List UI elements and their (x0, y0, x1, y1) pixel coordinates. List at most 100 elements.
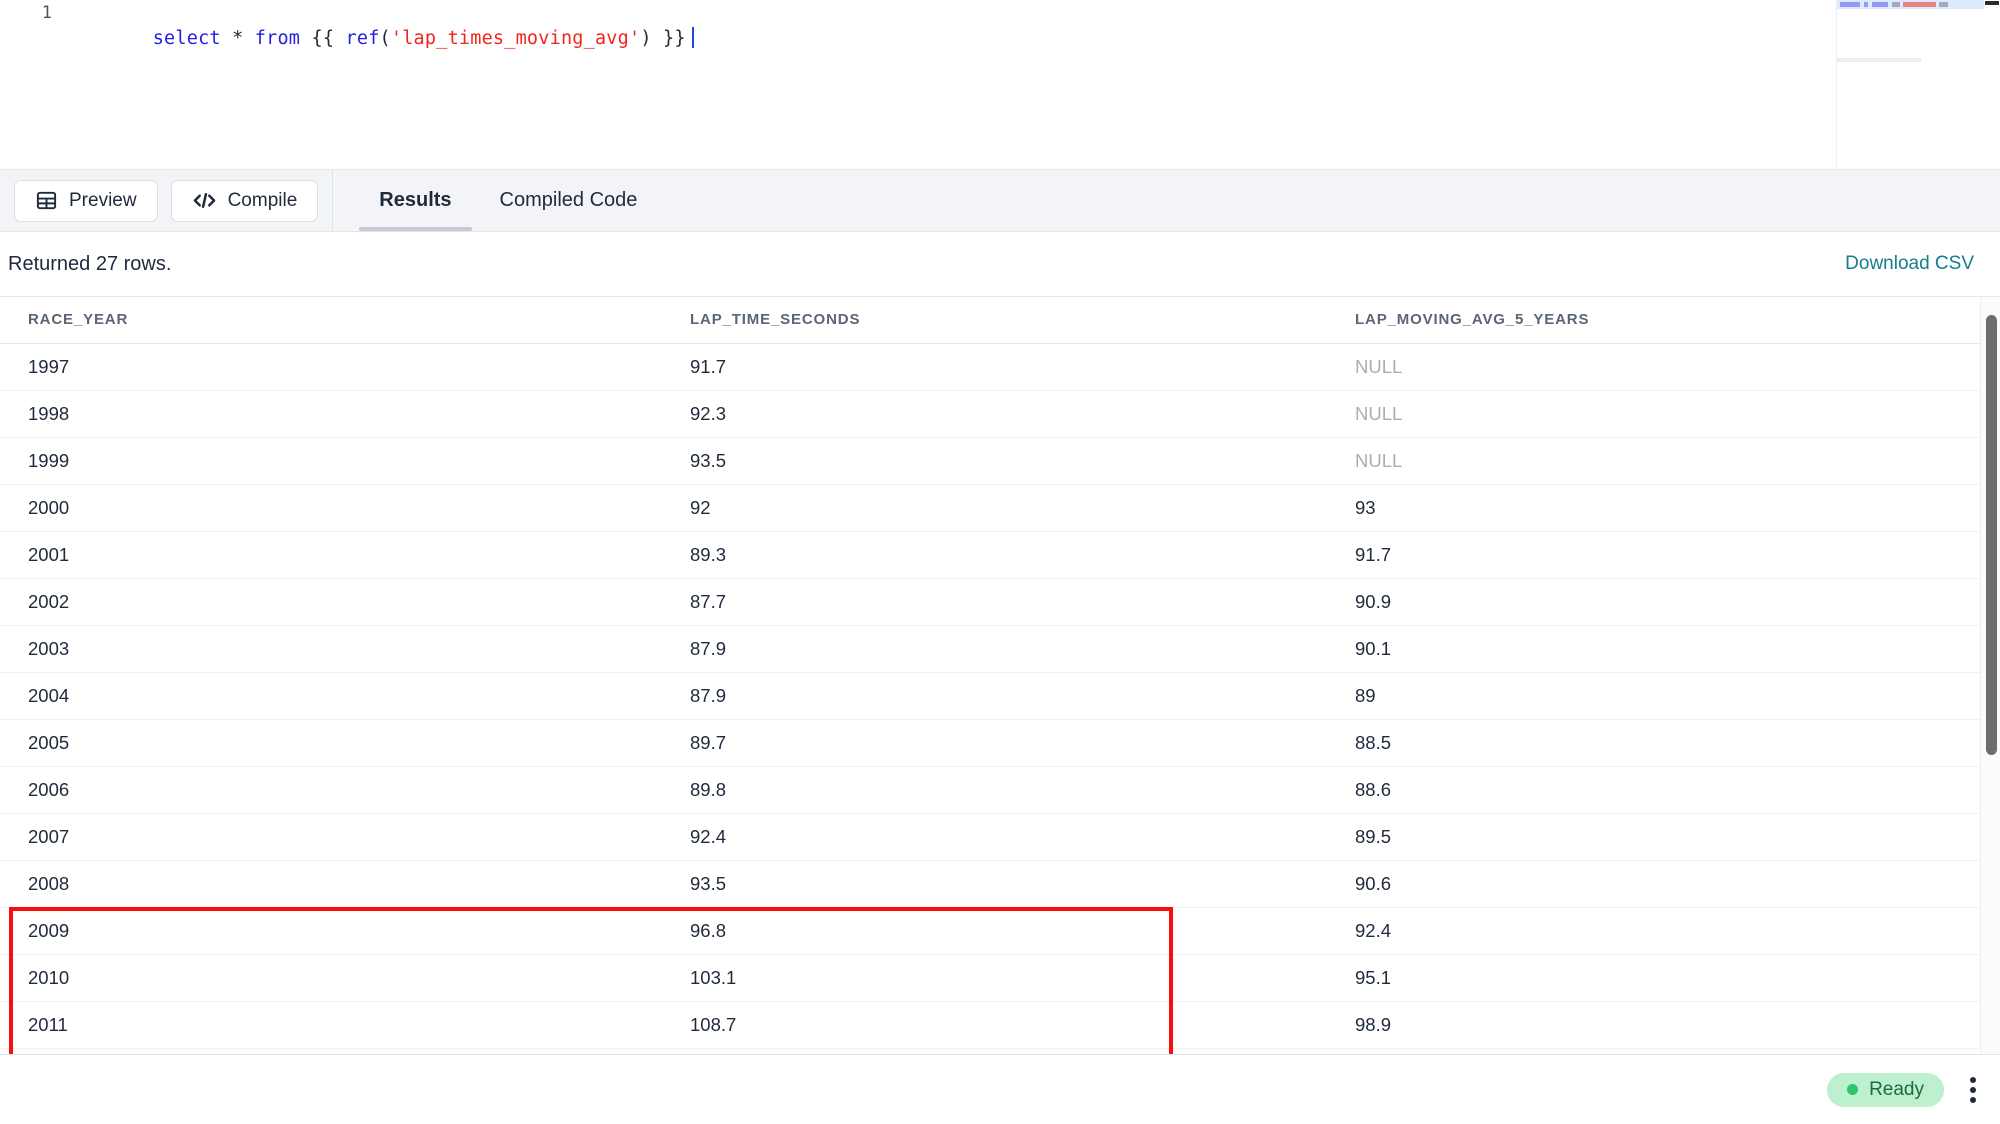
editor-line-1: 1 select * from {{ ref('lap_times_moving… (0, 0, 2000, 49)
cell-race-year: 2009 (0, 907, 690, 955)
cell-lap-time-seconds: 87.9 (690, 625, 1355, 673)
sql-code-line[interactable]: select * from {{ ref('lap_times_moving_a… (62, 0, 2000, 78)
status-bar: Ready (0, 1054, 2000, 1124)
table-row[interactable]: 1997 91.7 NULL (0, 343, 2000, 391)
cell-lap-time-seconds: 87.7 (690, 578, 1355, 626)
cell-race-year: 2001 (0, 531, 690, 579)
table-row[interactable]: 2005 89.7 88.5 (0, 719, 2000, 767)
preview-button-label: Preview (69, 189, 137, 211)
table-row[interactable]: 2006 89.8 88.6 (0, 766, 2000, 814)
code-token-0: select (152, 28, 221, 49)
column-header-lap-moving-avg[interactable]: LAP_MOVING_AVG_5_YEARS (1355, 297, 2000, 344)
compile-button[interactable]: Compile (170, 179, 319, 222)
editor-vertical-scrollbar[interactable] (1984, 0, 2000, 169)
editor-minimap[interactable] (1836, 0, 1984, 169)
cell-lap-time-seconds: 87.9 (690, 672, 1355, 720)
cell-lap-moving-avg: 100.9 (1355, 1048, 2000, 1054)
status-badge[interactable]: Ready (1827, 1072, 1944, 1107)
table-row[interactable]: 2007 92.4 89.5 (0, 813, 2000, 861)
cell-race-year: 2006 (0, 766, 690, 814)
preview-button[interactable]: Preview (14, 179, 158, 222)
cell-race-year: 2004 (0, 672, 690, 720)
results-scrollbar-thumb[interactable] (1986, 315, 1997, 755)
results-vertical-scrollbar[interactable] (1980, 297, 2000, 1054)
table-row[interactable]: 2010 103.1 95.1 (0, 954, 2000, 1002)
table-row[interactable]: 1999 93.5 NULL (0, 437, 2000, 485)
results-table-head: RACE_YEAR LAP_TIME_SECONDS LAP_MOVING_AV… (0, 297, 2000, 344)
tab-compiled-code[interactable]: Compiled Code (499, 189, 638, 211)
results-tabs: Results Compiled Code (333, 170, 661, 231)
code-tokens: select * from {{ ref('lap_times_moving_a… (153, 28, 686, 49)
cell-lap-moving-avg: 88.6 (1355, 766, 2000, 814)
code-token-8: ref (345, 28, 380, 49)
code-brackets-icon (192, 189, 217, 212)
download-csv-link[interactable]: Download CSV (1845, 253, 1974, 274)
code-token-10: 'lap_times_moving_avg' (390, 28, 641, 49)
cell-race-year: 1997 (0, 343, 690, 391)
cell-race-year: 2010 (0, 954, 690, 1002)
table-row[interactable]: 1998 92.3 NULL (0, 390, 2000, 438)
cell-lap-time-seconds: 91.7 (690, 343, 1355, 391)
editor-scrollbar-thumb[interactable] (1985, 1, 1999, 5)
cell-lap-moving-avg: 91.7 (1355, 531, 2000, 579)
table-row[interactable]: 2000 92 93 (0, 484, 2000, 532)
cell-race-year: 2011 (0, 1001, 690, 1049)
table-row[interactable]: 2008 93.5 90.6 (0, 860, 2000, 908)
table-row[interactable]: 2003 87.9 90.1 (0, 625, 2000, 673)
column-header-race-year[interactable]: RACE_YEAR (0, 297, 690, 344)
table-grid-icon (35, 189, 58, 212)
table-row[interactable]: 2009 96.8 92.4 (0, 907, 2000, 955)
table-row[interactable]: 2004 87.9 89 (0, 672, 2000, 720)
results-table: RACE_YEAR LAP_TIME_SECONDS LAP_MOVING_AV… (0, 297, 2000, 1054)
cell-race-year: 2012 (0, 1048, 690, 1054)
sql-editor[interactable]: 1 select * from {{ ref('lap_times_moving… (0, 0, 2000, 170)
cell-lap-moving-avg: 89.5 (1355, 813, 2000, 861)
code-token-7 (334, 28, 345, 49)
text-cursor (691, 27, 694, 48)
cell-lap-moving-avg: 90.1 (1355, 625, 2000, 673)
cell-lap-time-seconds: 96.8 (690, 907, 1355, 955)
cell-lap-moving-avg: 92.4 (1355, 907, 2000, 955)
code-token-2: * (232, 28, 244, 49)
cell-lap-moving-avg: 93 (1355, 484, 2000, 532)
cell-lap-moving-avg: 98.9 (1355, 1001, 2000, 1049)
cell-lap-moving-avg: 90.9 (1355, 578, 2000, 626)
status-dot-icon (1847, 1084, 1859, 1095)
results-table-body: 1997 91.7 NULL 1998 92.3 NULL 1999 93.5 NULL 2000… (0, 343, 2000, 1054)
cell-lap-moving-avg: NULL (1355, 437, 2000, 485)
cell-race-year: 1999 (0, 437, 690, 485)
kebab-dot-3 (1970, 1096, 1976, 1103)
status-badge-label: Ready (1869, 1078, 1924, 1100)
cell-race-year: 2003 (0, 625, 690, 673)
code-token-3 (243, 28, 254, 49)
cell-lap-time-seconds: 92.4 (690, 813, 1355, 861)
code-token-4: from (254, 28, 301, 49)
minimap-code-preview (1840, 2, 1948, 7)
code-token-6: {{ (311, 28, 335, 49)
table-row[interactable]: 2012102.4100.9 (0, 1048, 2000, 1054)
cell-lap-time-seconds: 92 (690, 484, 1355, 532)
code-token-11: ) (640, 28, 652, 49)
tab-results[interactable]: Results (355, 170, 475, 231)
column-header-lap-time-seconds[interactable]: LAP_TIME_SECONDS (690, 297, 1355, 344)
code-token-9: ( (379, 28, 391, 49)
code-token-1 (221, 28, 232, 49)
code-token-12 (652, 28, 663, 49)
table-row[interactable]: 2002 87.7 90.9 (0, 578, 2000, 626)
cell-lap-time-seconds: 102.4 (690, 1048, 1355, 1054)
cell-lap-time-seconds: 89.3 (690, 531, 1355, 579)
cell-lap-time-seconds: 92.3 (690, 390, 1355, 438)
kebab-menu-icon[interactable] (1962, 1071, 1984, 1109)
cell-lap-moving-avg: 90.6 (1355, 860, 2000, 908)
minimap-secondary-line (1837, 58, 1921, 62)
code-token-13: }} (663, 28, 686, 49)
cell-race-year: 2005 (0, 719, 690, 767)
cell-race-year: 2000 (0, 484, 690, 532)
cell-race-year: 2008 (0, 860, 690, 908)
table-row[interactable]: 2011 108.7 98.9 (0, 1001, 2000, 1049)
code-token-5 (300, 28, 311, 49)
results-summary-bar: Returned 27 rows. Download CSV (0, 232, 2000, 296)
table-row[interactable]: 2001 89.3 91.7 (0, 531, 2000, 579)
cell-lap-moving-avg: NULL (1355, 390, 2000, 438)
